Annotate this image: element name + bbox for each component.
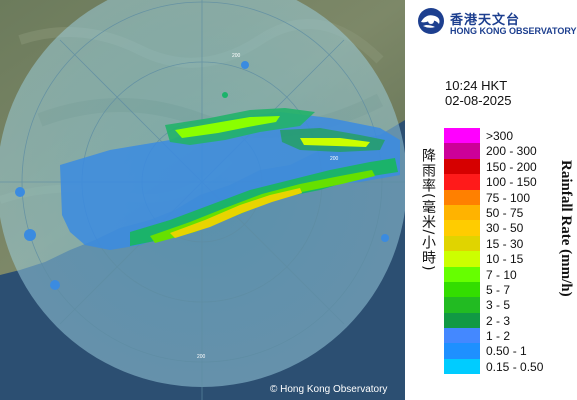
legend-row: 150 - 200	[444, 158, 574, 175]
legend-row: 50 - 75	[444, 204, 574, 221]
legend-label: 0.15 - 0.50	[486, 359, 544, 374]
hko-logo: 香港天文台 HONG KONG OBSERVATORY	[413, 4, 577, 40]
legend-label: 150 - 200	[486, 159, 537, 174]
legend-label: >300	[486, 129, 514, 143]
legend-label: 100 - 150	[486, 175, 537, 190]
radar-map: 200 200 200 © Hong Kong Observatory	[0, 0, 405, 400]
range-ring-label: 200	[232, 53, 241, 59]
legend-row: 100 - 150	[444, 174, 574, 190]
legend-label: 50 - 75	[486, 205, 524, 220]
legend-swatch	[444, 328, 480, 344]
legend-label: 7 - 10	[486, 267, 517, 282]
legend-row: 75 - 100	[444, 189, 574, 205]
legend-row: 7 - 10	[444, 266, 574, 282]
legend-label: 3 - 5	[486, 298, 511, 313]
legend-swatch	[444, 143, 480, 159]
rain-echoes	[15, 61, 400, 290]
legend-row: 3 - 5	[444, 297, 574, 313]
legend-swatch	[444, 343, 480, 359]
legend-row: >300	[444, 128, 574, 144]
legend-swatch	[444, 189, 480, 205]
legend-label: 1 - 2	[486, 329, 511, 344]
legend-row: 10 - 15	[444, 251, 574, 267]
legend-row: 15 - 30	[444, 235, 574, 252]
legend-swatch	[444, 174, 480, 190]
legend-swatch	[444, 266, 480, 282]
org-name-cn: 香港天文台	[450, 13, 521, 28]
legend-label: 10 - 15	[486, 252, 524, 267]
range-ring-label: 200	[330, 156, 339, 162]
legend-swatch	[444, 128, 480, 144]
legend-swatch	[444, 358, 480, 375]
copyright-notice: © Hong Kong Observatory	[270, 384, 388, 395]
legend-title-cn: 降雨率(毫米/小時)	[420, 148, 436, 272]
legend-panel: 香港天文台 HONG KONG OBSERVATORY 10:24 HKT 02…	[405, 0, 577, 400]
legend-row: 2 - 3	[444, 312, 574, 329]
org-name-en: HONG KONG OBSERVATORY	[450, 26, 577, 36]
legend-swatch	[444, 281, 480, 298]
legend-row: 0.50 - 1	[444, 343, 574, 359]
timestamp-date: 02-08-2025	[445, 93, 512, 108]
legend-label: 15 - 30	[486, 236, 524, 251]
legend-label: 200 - 300	[486, 144, 537, 159]
legend-row: 200 - 300	[444, 143, 574, 159]
legend-label: 30 - 50	[486, 221, 524, 236]
legend-swatch	[444, 204, 480, 221]
legend-label: 5 - 7	[486, 282, 511, 297]
legend-title-en: Rainfall Rate (mm/h)	[558, 160, 574, 297]
legend-swatch	[444, 235, 480, 252]
legend-row: 1 - 2	[444, 328, 574, 344]
legend-label: 0.50 - 1	[486, 344, 527, 359]
timestamp: 10:24 HKT 02-08-2025	[445, 78, 512, 108]
legend-swatch	[444, 220, 480, 236]
legend-row: 5 - 7	[444, 281, 574, 298]
legend-label: 75 - 100	[486, 190, 531, 205]
range-ring-label: 200	[197, 354, 206, 360]
legend-swatch	[444, 251, 480, 267]
legend-scale: >300 200 - 300 150 - 200 100 - 150 75 - 100 5…	[444, 128, 574, 375]
legend-label: 2 - 3	[486, 313, 511, 328]
legend-row: 30 - 50	[444, 220, 574, 236]
legend-swatch	[444, 158, 480, 175]
legend-swatch	[444, 297, 480, 313]
timestamp-time: 10:24 HKT	[445, 78, 508, 93]
hko-swirl-icon	[418, 8, 444, 34]
legend-swatch	[444, 312, 480, 329]
legend-row: 0.15 - 0.50	[444, 358, 574, 375]
